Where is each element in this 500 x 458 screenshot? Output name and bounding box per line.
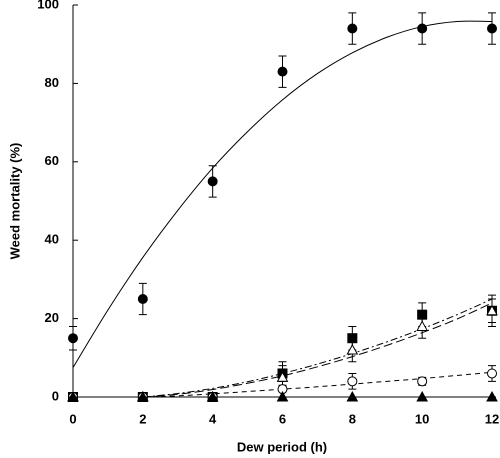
marker-triangle — [346, 390, 359, 402]
marker-circle — [277, 66, 288, 77]
y-axis-title: Weed mortality (%) — [7, 143, 22, 260]
x-tick-label: 4 — [209, 411, 217, 426]
marker-triangle — [416, 320, 429, 331]
y-tick-label: 100 — [37, 0, 59, 11]
marker-triangle — [276, 390, 289, 402]
marker-triangle — [67, 390, 79, 402]
y-tick-label: 60 — [45, 153, 59, 168]
x-tick-label: 2 — [139, 411, 146, 426]
fit-curve — [142, 298, 493, 398]
marker-circle — [207, 176, 218, 187]
x-tick-label: 12 — [485, 411, 499, 426]
x-axis-title: Dew period (h) — [237, 439, 327, 454]
y-tick-label: 40 — [45, 232, 59, 247]
fit-curve — [142, 371, 493, 398]
marker-circle — [487, 368, 497, 379]
marker-triangle — [416, 390, 429, 402]
y-tick-label: 0 — [52, 388, 59, 403]
x-tick-label: 0 — [69, 411, 76, 426]
marker-circle — [347, 23, 358, 34]
marker-triangle — [486, 304, 498, 316]
x-tick-label: 10 — [415, 411, 429, 426]
fit-curve — [142, 302, 493, 398]
marker-circle — [417, 376, 428, 387]
marker-triangle — [136, 390, 149, 402]
marker-circle — [137, 294, 148, 304]
marker-triangle — [206, 390, 219, 402]
y-tick-label: 80 — [45, 75, 59, 90]
y-tick-label: 20 — [45, 310, 59, 325]
marker-circle — [487, 23, 497, 34]
marker-triangle — [346, 343, 359, 355]
marker-circle — [68, 333, 78, 344]
x-tick-label: 6 — [279, 411, 286, 426]
x-tick-label: 8 — [349, 411, 356, 426]
marker-triangle — [486, 390, 498, 402]
marker-circle — [347, 376, 358, 387]
marker-circle — [417, 23, 428, 34]
